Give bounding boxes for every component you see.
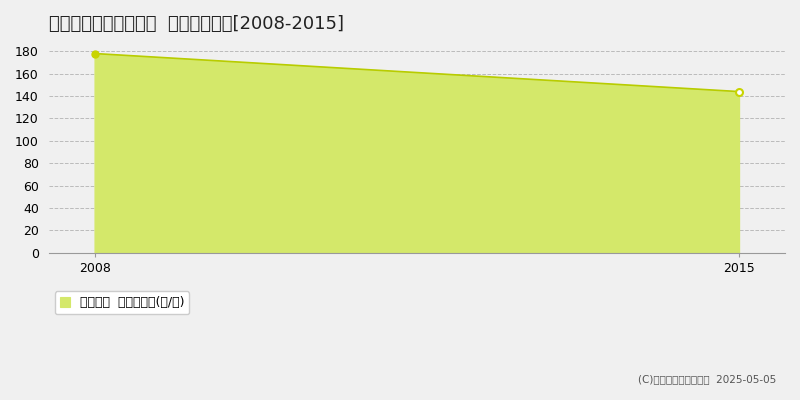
Legend: 林地価格  平均坪単価(円/坪): 林地価格 平均坪単価(円/坪) (55, 292, 190, 314)
Text: (C)土地価格ドットコム  2025-05-05: (C)土地価格ドットコム 2025-05-05 (638, 374, 776, 384)
Text: 甘楽郡下仁田町東野牧  林地価格推移[2008-2015]: 甘楽郡下仁田町東野牧 林地価格推移[2008-2015] (49, 15, 343, 33)
